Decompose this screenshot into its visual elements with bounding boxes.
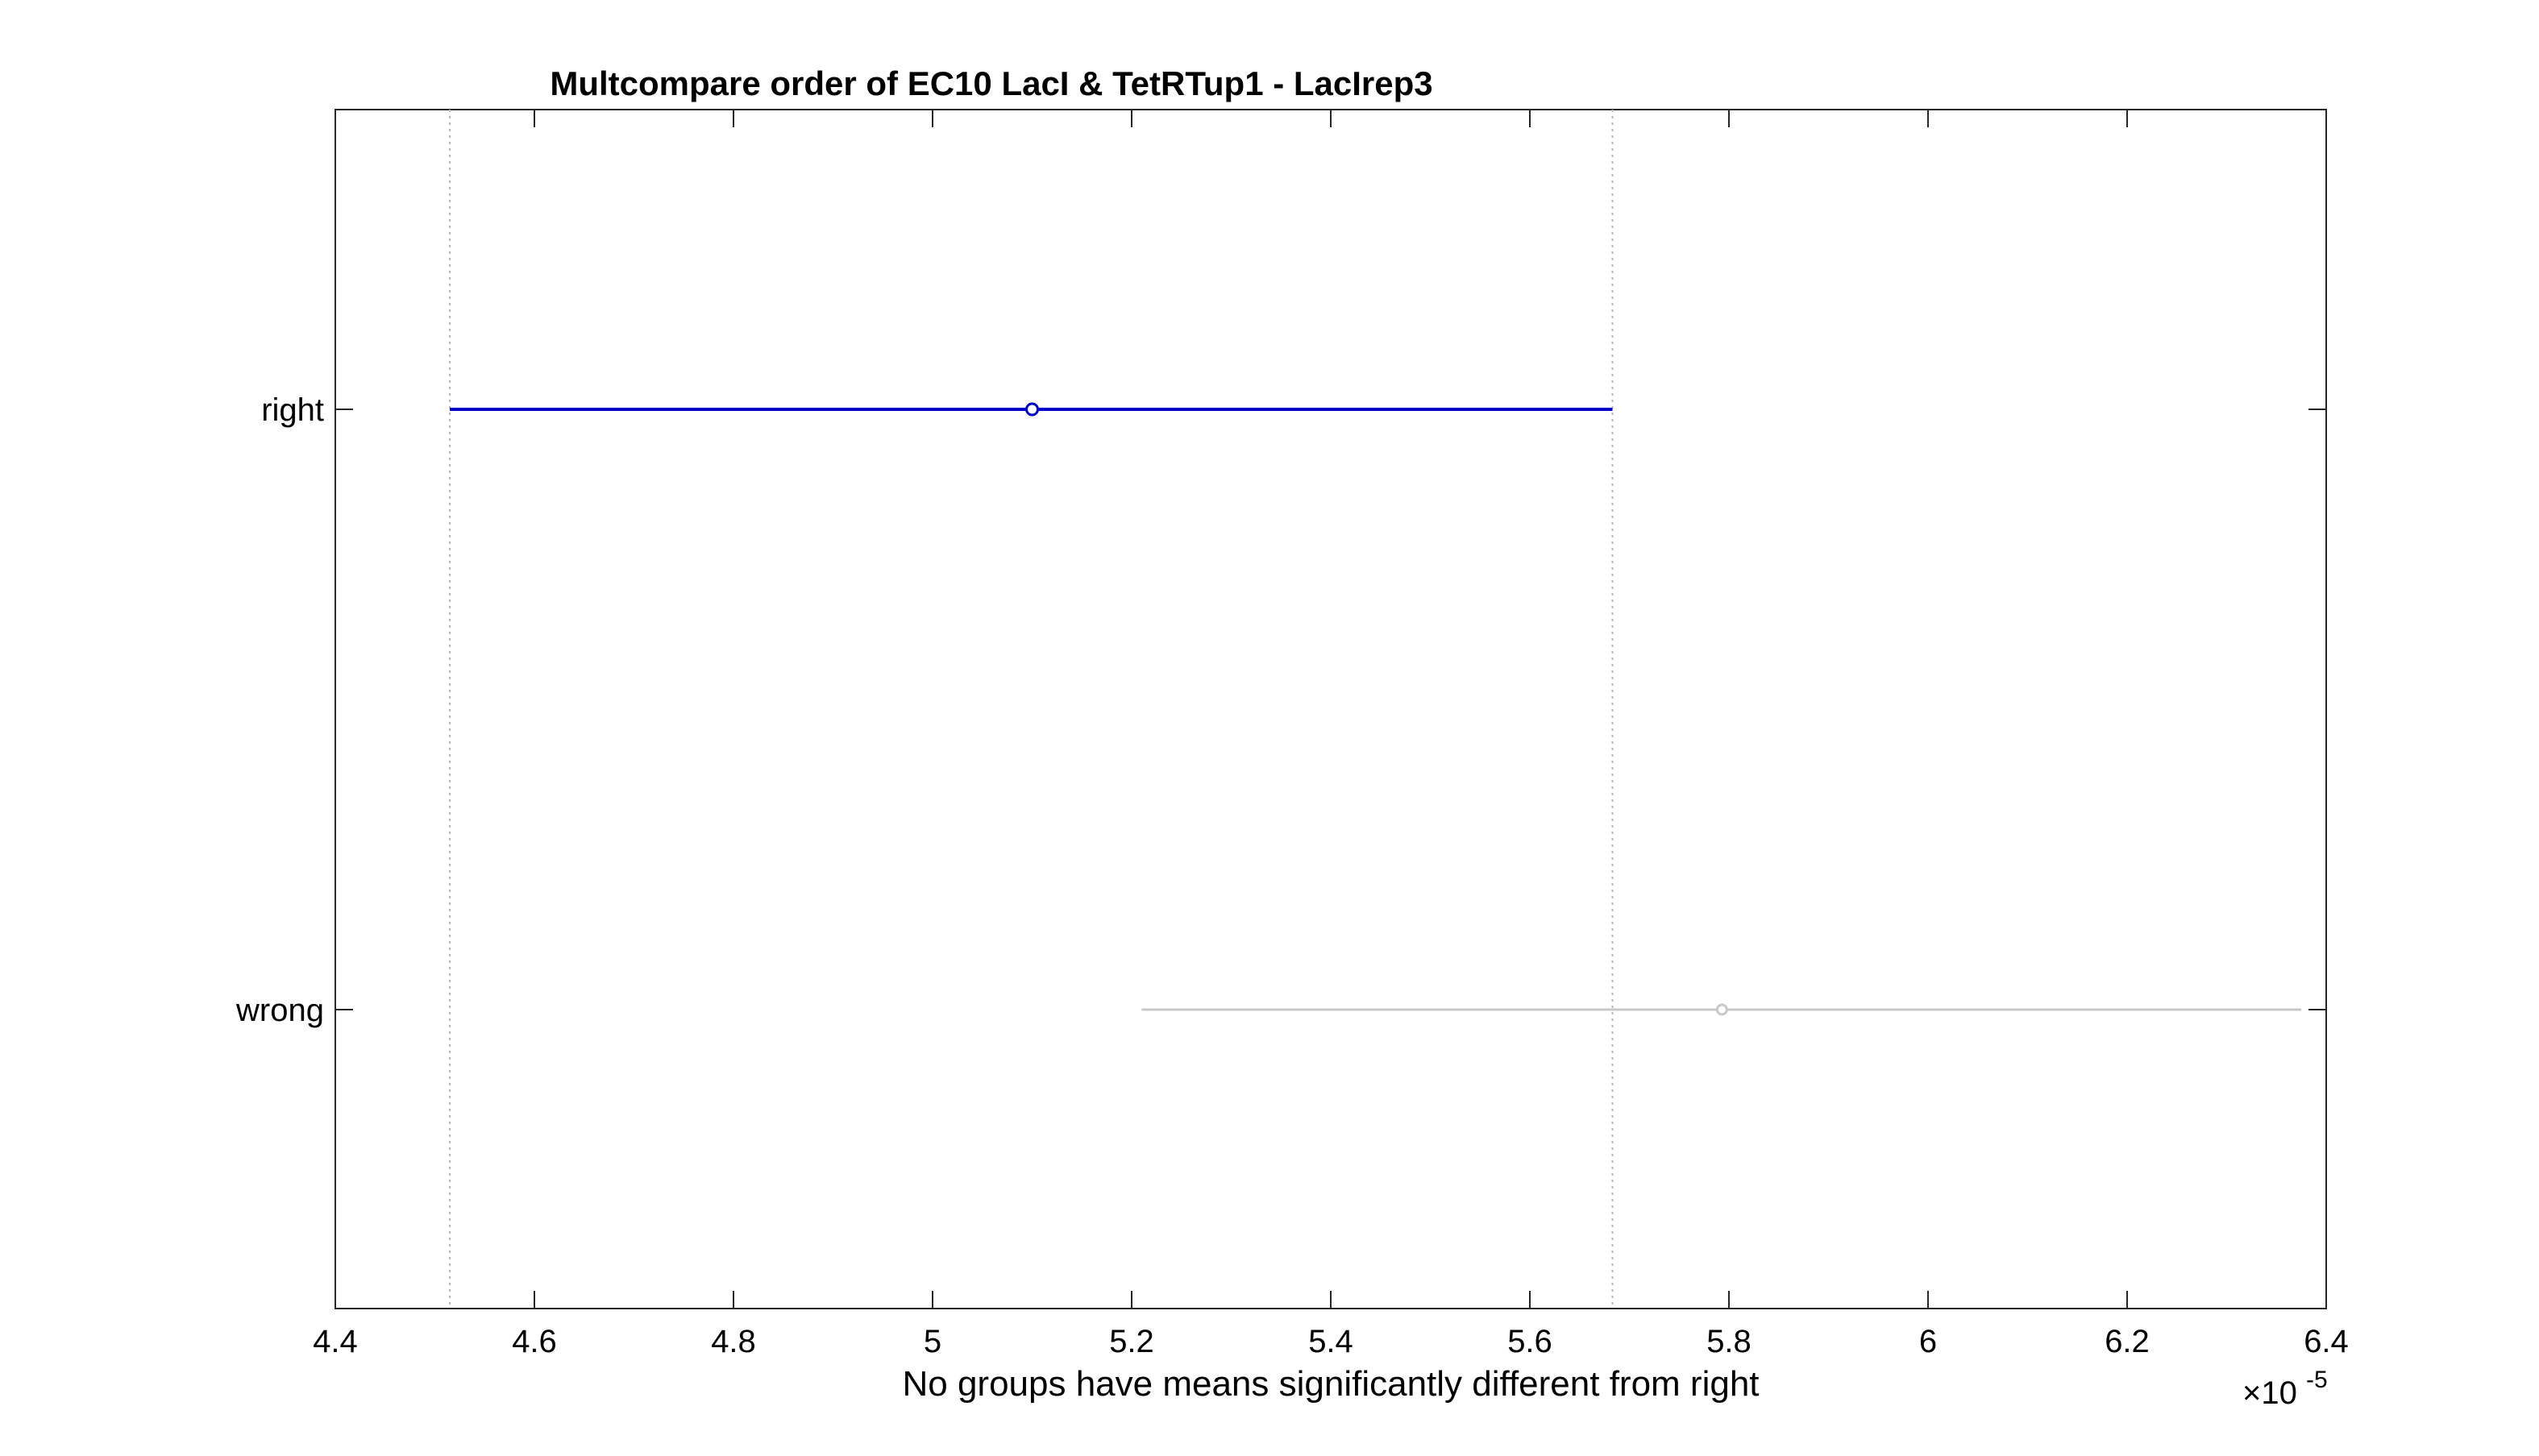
- x-tick-label: 4.8: [711, 1324, 756, 1359]
- x-tick-label: 4.4: [313, 1324, 358, 1359]
- x-tick-label: 6: [1919, 1324, 1937, 1359]
- mean-marker-right: [1025, 402, 1039, 417]
- x-tick-label: 6.4: [2304, 1324, 2349, 1359]
- reference-lines: [449, 110, 1614, 1309]
- y-tick-label-right: right: [261, 392, 324, 428]
- chart-title: Multcompare order of EC10 LacI & TetRTup…: [550, 64, 1432, 102]
- x-tick-label: 5.8: [1706, 1324, 1752, 1359]
- mean-marker-wrong: [1715, 1003, 1728, 1016]
- x-tick-label: 5.6: [1507, 1324, 1552, 1359]
- x-tick-label: 5.2: [1109, 1324, 1154, 1359]
- x-tick-label: 5: [924, 1324, 941, 1359]
- x-axis-exponent: ×10 -5: [2242, 1367, 2328, 1411]
- x-ticks: 4.4 4.6 4.8 5 5.2 5.4 5.6 5.8 6 6.2 6.4: [313, 110, 2349, 1359]
- x-axis-exponent-base: ×10: [2242, 1375, 2297, 1411]
- plot-area: [335, 109, 2327, 1309]
- x-tick-label: 5.4: [1308, 1324, 1353, 1359]
- y-ticks: right wrong: [235, 392, 2326, 1028]
- comparison-intervals: [450, 402, 2302, 1016]
- x-tick-label: 4.6: [512, 1324, 557, 1359]
- x-axis-label: No groups have means significantly diffe…: [902, 1364, 1759, 1404]
- x-tick-label: 6.2: [2105, 1324, 2150, 1359]
- y-tick-label-wrong: wrong: [235, 993, 324, 1028]
- x-axis-exponent-power: -5: [2306, 1367, 2328, 1393]
